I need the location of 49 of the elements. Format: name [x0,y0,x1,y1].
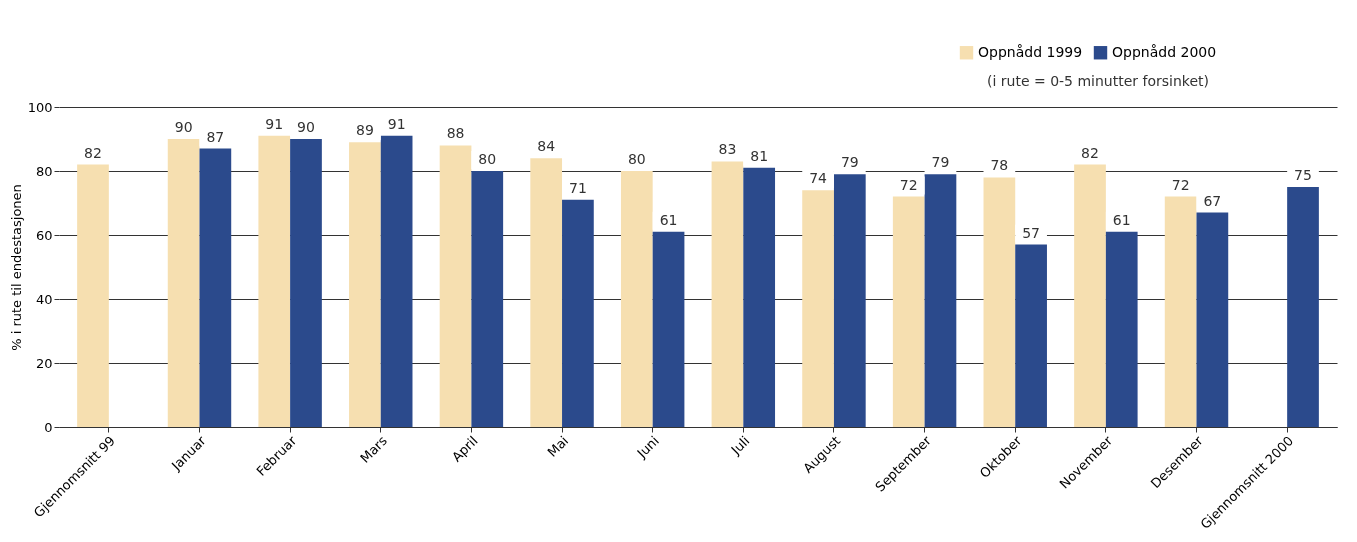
y-tick-label: 60 [35,227,53,243]
bar [983,177,1016,427]
x-tick-label: Mai [544,433,572,460]
data-label: 87 [206,128,225,145]
data-label: 71 [568,179,587,196]
bar [1196,212,1229,427]
text: (i rute = 0-5 minutter forsinket) [986,73,1209,89]
data-label: 80 [627,151,646,167]
data-label: 79 [931,154,950,171]
data-label: 75 [1294,167,1312,183]
data-label: 74 [809,170,828,187]
data-label: 78 [990,157,1009,174]
data-label: 84 [537,138,556,155]
data-label: 91 [387,115,406,132]
data-label: 91 [265,115,284,132]
bar [471,171,504,427]
data-label: 57 [1022,224,1041,241]
data-label: 72 [899,176,918,193]
data-label: 82 [1081,144,1099,161]
data-label: 61 [1112,211,1131,228]
y-tick-label: 100 [27,99,53,115]
data-label: 83 [718,141,737,158]
bar [1287,187,1319,427]
y-tick-label: 0 [44,419,53,435]
bar [833,174,866,427]
y-tick-label: 80 [35,163,53,179]
bar [892,196,925,427]
y-tick-label: 20 [35,355,53,371]
data-label: 82 [84,144,102,161]
legend-label: Oppnådd 2000 [1112,43,1217,60]
data-label: 79 [840,154,859,171]
data-label: 89 [355,122,374,139]
data-label: 81 [750,147,769,164]
data-label: 72 [1171,176,1190,193]
bar [349,142,381,427]
legend-label: Oppnådd 1999 [978,43,1083,60]
y-tick-label: 40 [35,291,53,307]
data-label: 90 [174,119,193,135]
bar [199,148,232,427]
bar [743,167,776,427]
data-label: 88 [446,125,465,142]
data-label: 80 [478,151,497,167]
data-label: 67 [1203,192,1222,209]
bar [1105,231,1138,427]
data-label: 90 [297,119,315,135]
y-axis-title: % i rute til endestasjonen [8,184,24,351]
data-label: 61 [659,211,678,228]
bar [924,174,957,427]
bar [652,231,685,427]
